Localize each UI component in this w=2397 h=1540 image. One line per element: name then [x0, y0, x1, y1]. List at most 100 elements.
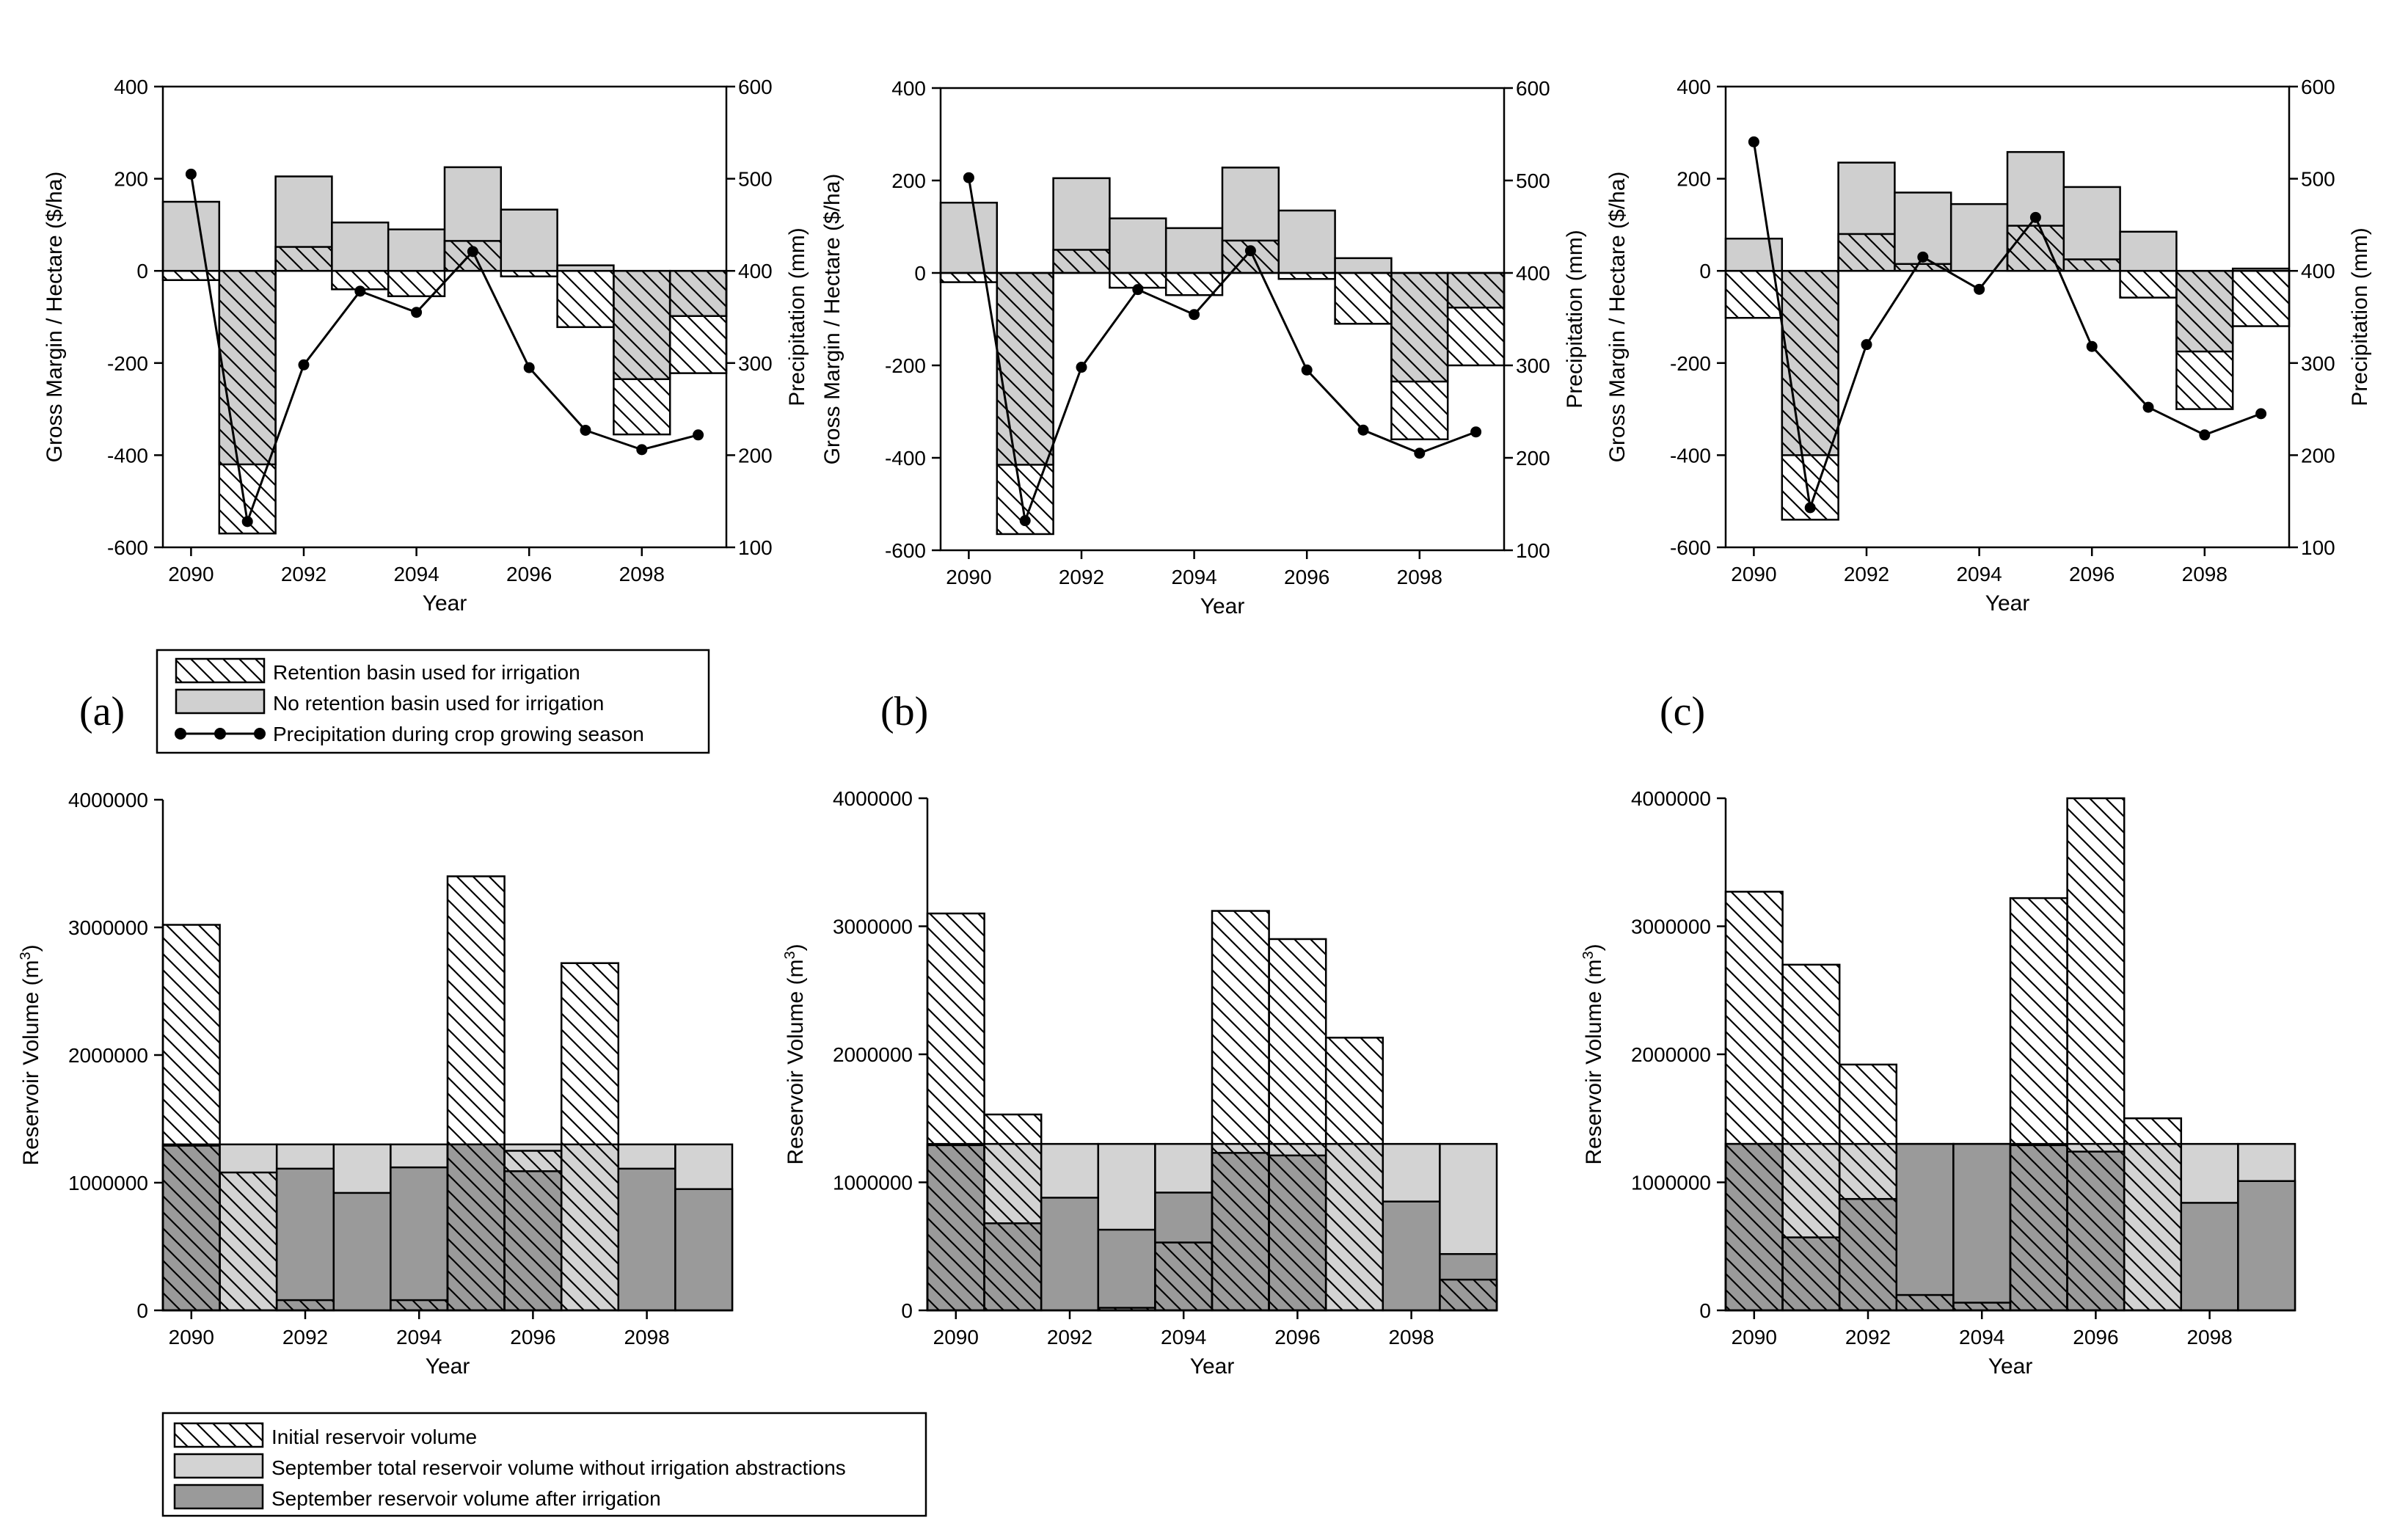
bar-initial-volume	[1154, 1241, 1214, 1312]
bar-after-irrigation	[1040, 1197, 1100, 1312]
plot-frame	[1724, 85, 2291, 549]
y2-tick-label: 400	[738, 260, 773, 282]
x-tick-label: 2098	[624, 1326, 669, 1349]
gross-margin-chart-a-top: -600 -400 -200 0 200 400 100 200 300 400 500 600 209…	[43, 76, 809, 616]
x-axis-label: Year	[1988, 1354, 2033, 1379]
bar-with-basin	[1446, 271, 1506, 367]
precip-marker	[185, 168, 197, 180]
y2-tick-label: 600	[1516, 77, 1550, 100]
precip-marker	[1301, 364, 1313, 376]
precip-marker	[2199, 429, 2211, 441]
x-tick-label: 2092	[1844, 563, 1889, 585]
y-tick-label: 3000000	[1631, 916, 1711, 938]
y2-tick-label: 300	[738, 352, 773, 375]
legend-bottom-swatch-dark	[173, 1484, 264, 1510]
y-tick-label: -200	[885, 354, 926, 377]
x-tick-label: 2090	[933, 1326, 979, 1349]
legend-top: Retention basin used for irrigation No r…	[156, 649, 710, 754]
bar-initial-volume	[219, 1171, 278, 1312]
bar-initial-volume	[1895, 1293, 1955, 1312]
x-tick-label: 2092	[1845, 1326, 1891, 1349]
bar-no-basin	[1334, 257, 1393, 274]
x-tick-label: 2096	[506, 563, 552, 585]
x-axis-label: Year	[1985, 591, 2030, 616]
bar-initial-volume	[503, 1150, 563, 1312]
y2-tick-label: 500	[1516, 169, 1550, 192]
precip-marker	[1414, 448, 1426, 459]
x-tick-label: 2094	[1956, 563, 2002, 585]
y-tick-label: -200	[107, 352, 148, 375]
precip-marker	[1748, 136, 1759, 147]
bar-with-basin	[939, 271, 999, 283]
y-tick-label: 0	[136, 1299, 148, 1322]
bar-with-basin	[556, 269, 615, 329]
bar-initial-volume	[983, 1113, 1043, 1312]
bar-with-basin	[1277, 271, 1336, 280]
legend-top-swatch-fill	[175, 688, 266, 715]
y-tick-label: 400	[891, 77, 926, 100]
bar-with-basin	[161, 269, 221, 282]
y-tick-label: -600	[1670, 536, 1711, 559]
legend-bottom-label-sept-total: September total reservoir volume without…	[271, 1456, 846, 1479]
x-tick-label: 2098	[1388, 1326, 1434, 1349]
y2-tick-label: 600	[2301, 76, 2335, 98]
y-tick-label: 400	[1677, 76, 1711, 98]
bar-no-basin	[1164, 227, 1224, 274]
x-axis-label: Year	[426, 1354, 470, 1379]
y-axis-label: Reservoir Volume (m3)	[1580, 944, 1606, 1164]
y-axis-label-suffix: )	[1582, 944, 1606, 951]
legend-top-marker	[175, 728, 186, 740]
precip-marker	[1244, 245, 1256, 257]
y-tick-label: 0	[1699, 260, 1711, 282]
precip-marker	[467, 246, 478, 258]
reservoir-chart-a-bottom: 0 1000000 2000000 3000000 4000000 2090 2092 209…	[18, 789, 734, 1379]
bar-with-basin	[1781, 269, 1839, 521]
reservoir-chart-c-bottom: 0 1000000 2000000 3000000 4000000 2090 2092 209…	[1580, 787, 2296, 1379]
y2-axis-label: Precipitation (mm)	[785, 227, 809, 406]
precip-marker	[1861, 339, 1872, 351]
bar-initial-volume	[1952, 1302, 2012, 1312]
bar-initial-volume	[1324, 1037, 1384, 1312]
y2-tick-label: 300	[2301, 352, 2335, 375]
panel-label-a: (a)	[79, 689, 125, 734]
precip-marker	[2086, 340, 2098, 352]
precip-marker	[1189, 309, 1200, 321]
y-axis-label-sup: 3	[18, 952, 34, 960]
y2-tick-label: 500	[2301, 168, 2335, 191]
y2-tick-label: 200	[1516, 447, 1550, 470]
y-tick-label: 2000000	[833, 1043, 913, 1066]
precip-marker	[2255, 408, 2267, 420]
y2-tick-label: 200	[738, 444, 773, 467]
bar-no-basin	[1109, 217, 1167, 274]
x-axis-label: Year	[1200, 594, 1245, 618]
bar-no-basin	[2062, 186, 2121, 272]
bar-with-basin	[1724, 269, 1784, 319]
y-tick-label: 0	[1699, 1299, 1711, 1322]
bar-initial-volume	[2066, 797, 2126, 1312]
y-tick-label: 200	[1677, 168, 1711, 191]
legend-top-label-retention: Retention basin used for irrigation	[273, 661, 580, 684]
y-tick-label: -400	[1670, 444, 1711, 467]
bar-after-irrigation	[1952, 1142, 2012, 1312]
x-tick-label: 2090	[946, 566, 991, 588]
bar-initial-volume	[446, 875, 506, 1312]
bar-with-basin	[274, 246, 333, 272]
plot-frame	[939, 87, 1506, 552]
bar-after-irrigation	[1382, 1200, 1441, 1312]
precip-marker	[1470, 426, 1482, 438]
bar-initial-volume	[560, 962, 620, 1312]
bar-with-basin	[2231, 269, 2291, 327]
bar-no-basin	[2119, 230, 2178, 272]
y-axis-label: Reservoir Volume (m3)	[18, 944, 43, 1165]
gross-margin-chart-b-top: -600 -400 -200 0 200 400 100 200 300 400 500 600 209…	[820, 77, 1587, 618]
y-tick-label: 1000000	[833, 1172, 913, 1194]
x-tick-label: 2098	[2186, 1326, 2232, 1349]
precip-marker	[354, 285, 366, 297]
x-tick-label: 2094	[1161, 1326, 1206, 1349]
precip-marker	[1357, 424, 1369, 436]
y-axis-label-text: Reservoir Volume (m	[1582, 960, 1606, 1165]
legend-top-label-precip: Precipitation during crop growing season	[273, 723, 644, 745]
y-tick-label: 0	[914, 262, 926, 285]
y2-tick-label: 100	[1516, 539, 1550, 562]
x-tick-label: 2098	[619, 563, 665, 585]
